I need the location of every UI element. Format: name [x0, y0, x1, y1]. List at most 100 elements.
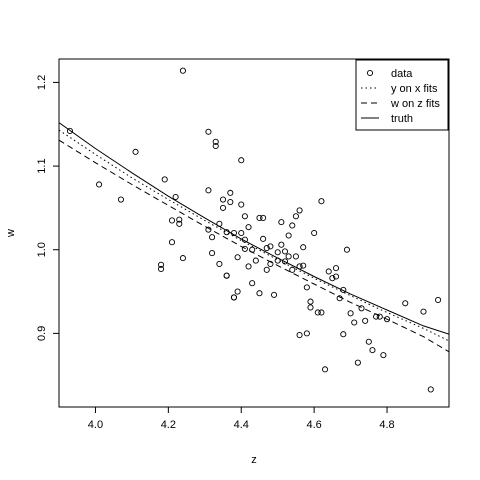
- data-point: [376, 313, 383, 320]
- data-point: [296, 263, 303, 270]
- data-point: [347, 310, 354, 317]
- legend-label: w on z fits: [390, 98, 440, 110]
- data-point: [212, 138, 219, 145]
- data-point: [373, 313, 380, 320]
- data-point: [241, 245, 248, 252]
- data-point: [281, 258, 289, 265]
- data-point: [420, 308, 427, 315]
- data-point: [205, 226, 212, 233]
- data-point: [274, 249, 281, 256]
- data-point: [263, 266, 270, 273]
- data-point: [158, 261, 165, 268]
- x-tick-label: 4.6: [306, 419, 321, 431]
- data-point: [278, 241, 285, 248]
- data-point: [234, 288, 241, 295]
- data-point: [260, 214, 267, 221]
- data-point: [223, 229, 230, 236]
- x-tick-label: 4.8: [379, 419, 394, 431]
- data-point: [289, 222, 296, 229]
- data-point: [158, 265, 165, 273]
- series-line-solid: [59, 122, 449, 335]
- data-point: [176, 220, 183, 227]
- data-point: [351, 319, 358, 326]
- data-point: [245, 224, 252, 231]
- data-point: [66, 127, 73, 134]
- data-point: [322, 366, 329, 373]
- data-point: [227, 198, 234, 206]
- data-point: [303, 330, 310, 337]
- y-axis: 0.9 1.0 1.1 1.2: [36, 75, 59, 341]
- data-point: [238, 229, 245, 237]
- data-point: [227, 189, 234, 196]
- x-axis-title: z: [251, 454, 257, 466]
- data-point: [234, 254, 241, 261]
- legend-label: data: [391, 68, 413, 80]
- data-point: [340, 286, 347, 293]
- data-point: [402, 300, 409, 307]
- y-tick-label: 1.2: [36, 75, 48, 90]
- data-point: [427, 386, 434, 393]
- data-point: [238, 201, 245, 208]
- legend-label: truth: [391, 113, 413, 125]
- data-point: [117, 196, 125, 203]
- data-point: [285, 232, 292, 239]
- fit-lines: [59, 122, 449, 353]
- data-point: [307, 304, 314, 311]
- data-point: [267, 243, 274, 250]
- data-point: [281, 248, 289, 255]
- data-point: [380, 352, 387, 359]
- data-point: [230, 229, 238, 237]
- data-point: [132, 148, 139, 155]
- data-point: [209, 250, 216, 257]
- data-point: [172, 193, 179, 201]
- data-point: [300, 262, 307, 269]
- data-point: [307, 298, 314, 305]
- data-point: [435, 296, 442, 303]
- data-point: [96, 181, 103, 188]
- series-line-dashed: [59, 139, 449, 353]
- data-point: [365, 338, 372, 345]
- data-point: [256, 214, 263, 221]
- y-tick-label: 1.1: [36, 158, 48, 173]
- data-point: [292, 213, 299, 220]
- data-point: [252, 257, 259, 264]
- legend-label: y on x fits: [391, 83, 438, 95]
- data-point: [289, 266, 296, 273]
- data-point: [241, 236, 248, 243]
- data-point: [296, 207, 303, 214]
- data-point: [219, 204, 227, 211]
- data-point: [260, 235, 267, 242]
- data-point: [205, 128, 212, 135]
- data-point: [318, 198, 325, 205]
- data-point: [256, 290, 263, 297]
- data-point: [267, 260, 274, 268]
- x-axis: 4.0 4.2 4.4 4.6 4.8: [88, 407, 395, 431]
- data-point: [325, 268, 332, 275]
- data-points: [66, 67, 442, 393]
- data-point: [168, 239, 176, 246]
- data-point: [179, 255, 186, 262]
- data-point: [209, 234, 216, 241]
- data-point: [369, 347, 376, 354]
- data-point: [238, 157, 245, 164]
- data-point: [168, 217, 176, 224]
- data-point: [314, 309, 321, 316]
- data-point: [332, 273, 340, 280]
- data-point: [263, 245, 270, 252]
- data-point: [383, 316, 391, 323]
- data-point: [176, 216, 183, 223]
- data-point: [318, 309, 325, 316]
- data-point: [303, 284, 310, 291]
- legend-marker-data: [366, 69, 374, 77]
- data-point: [223, 272, 230, 279]
- data-point: [285, 253, 292, 260]
- data-point: [161, 176, 168, 183]
- data-point: [245, 263, 252, 270]
- data-point: [296, 332, 303, 339]
- data-point: [332, 265, 340, 272]
- data-point: [212, 142, 219, 150]
- y-tick-label: 0.9: [36, 326, 48, 341]
- data-point: [230, 294, 238, 301]
- data-point: [354, 359, 361, 366]
